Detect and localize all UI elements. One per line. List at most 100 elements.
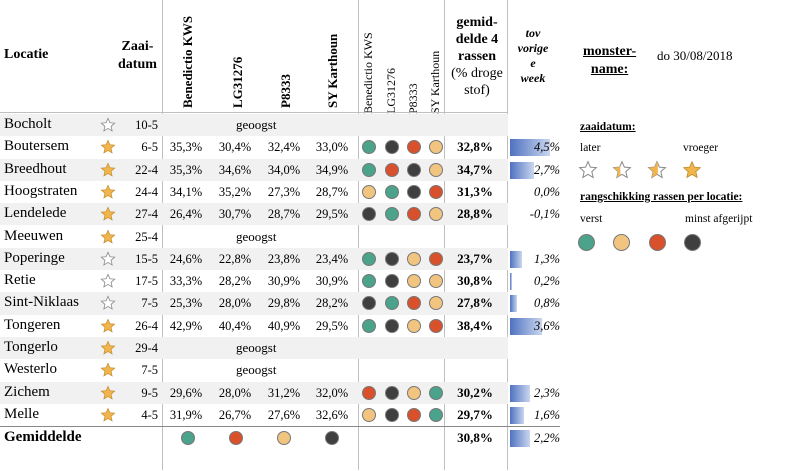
legend-star-quarter-icon — [612, 160, 632, 179]
rank-dot — [362, 162, 376, 177]
row-average: 28,8% — [457, 206, 493, 222]
row-sowing-date: 22-4 — [135, 162, 158, 177]
row-value: 35,3% — [169, 162, 203, 177]
rank-dot — [407, 296, 421, 311]
star-full-icon — [100, 229, 116, 244]
sample-date: do 30/08/2018 — [657, 48, 733, 63]
row-delta: 0,8% — [533, 296, 560, 311]
delta-bar — [510, 250, 522, 268]
grid-line-v3 — [444, 0, 445, 470]
rank-dot — [407, 274, 421, 289]
row-delta: 1,6% — [533, 407, 560, 422]
total-delta: 2,2% — [533, 431, 560, 446]
row-location: Hoogstraten — [4, 182, 78, 199]
row-value: 35,3% — [169, 140, 203, 155]
rank-dot — [429, 296, 443, 311]
row-location: Poperinge — [4, 249, 65, 266]
row-location: Lendelede — [4, 205, 67, 222]
table-row: Tongerlo 29-4 geoogst — [0, 337, 560, 359]
row-sowing-date: 25-4 — [135, 229, 158, 244]
row-harvested: geoogst — [236, 340, 277, 355]
row-sowing-date: 29-4 — [135, 341, 158, 355]
row-value: 32,6% — [315, 407, 349, 422]
row-value: 33,3% — [169, 274, 203, 289]
grid-line-v2 — [358, 0, 359, 470]
table-row: Retie 17-5 33,3% 28,2% 30,9% 30,9% 30,8% 0,2% — [0, 270, 560, 292]
row-value: 29,6% — [169, 385, 203, 400]
header-gemiddelde-line1: gemid- — [456, 15, 498, 30]
delta-bar — [510, 139, 550, 157]
row-location: Tongerlo — [4, 339, 58, 355]
row-average: 29,7% — [457, 406, 493, 422]
row-shade — [0, 203, 508, 226]
total-row: Gemiddelde 30,8% 2,2% — [0, 427, 560, 449]
header-rank-variety-3: P8333 — [406, 83, 420, 114]
row-location: Sint-Niklaas — [4, 294, 79, 311]
row-shade — [0, 337, 508, 360]
row-sowing-date: 26-4 — [135, 318, 158, 333]
legend-dot-red — [649, 234, 666, 251]
row-shade — [0, 381, 508, 404]
legend-dot-yellow — [613, 234, 630, 251]
header-gemiddelde-line3: rassen — [457, 49, 497, 64]
star-full-icon — [100, 340, 116, 355]
row-sowing-date: 4-5 — [141, 407, 158, 422]
row-value: 34,1% — [169, 184, 203, 199]
rank-dot — [407, 207, 421, 222]
row-value: 34,0% — [267, 162, 301, 177]
row-value: 31,9% — [169, 407, 203, 422]
star-full-icon — [100, 362, 116, 377]
table-row: Bocholt 10-5 geoogst — [0, 114, 560, 136]
legend-minst: minst afgerijpt — [685, 213, 753, 225]
rank-dot — [385, 184, 399, 199]
header-gemiddelde-line5: stof) — [464, 83, 490, 98]
rank-dot — [362, 140, 376, 155]
total-rank-dot — [229, 431, 243, 446]
header-gemiddelde-line2: delde 4 — [455, 32, 499, 47]
row-location: Breedhout — [4, 160, 67, 177]
star-full-icon — [100, 206, 116, 221]
row-sowing-date: 27-4 — [135, 207, 158, 222]
header-rank-variety-2: LG31276 — [384, 68, 398, 114]
table-row: Boutersem 6-5 35,3% 30,4% 32,4% 33,0% 32,8% 4,5… — [0, 136, 560, 158]
row-delta: 4,5% — [533, 140, 560, 155]
table-row: Zichem 9-5 29,6% 28,0% 31,2% 32,0% 30,2% 2,3% — [0, 382, 560, 404]
table-row: Westerlo 7-5 geoogst — [0, 359, 560, 381]
row-value: 34,9% — [315, 162, 349, 177]
row-value: 26,4% — [169, 207, 203, 222]
row-value: 26,7% — [218, 407, 252, 422]
row-shade — [0, 158, 508, 181]
row-value: 30,9% — [315, 274, 349, 289]
total-label: Gemiddelde — [4, 429, 82, 446]
row-average: 31,3% — [457, 183, 493, 199]
row-sowing-date: 9-5 — [141, 385, 158, 400]
total-rank-dot — [277, 431, 291, 446]
header-rank-variety-1: Benedictio KWS — [361, 32, 375, 114]
header-tov-line2: vorige — [517, 41, 549, 55]
rank-dot — [407, 184, 421, 199]
header-zaaidatum: Zaai- datum — [118, 38, 157, 74]
row-value: 31,2% — [267, 385, 301, 400]
rank-dot — [429, 140, 443, 155]
legend-zaaidatum-title: zaaidatum: — [580, 121, 636, 133]
legend-dot-dark — [684, 234, 701, 251]
rank-dot — [362, 318, 376, 333]
header-locatie: Locatie — [4, 47, 49, 62]
row-location: Melle — [4, 405, 39, 422]
grid-line-v4 — [507, 0, 508, 470]
row-average: 30,2% — [457, 384, 493, 400]
rank-dot — [407, 140, 421, 155]
grid-line-v1 — [162, 0, 163, 470]
header-variety-3: P8333 — [278, 74, 293, 108]
star-full-icon — [100, 385, 116, 400]
row-value: 29,5% — [315, 318, 349, 333]
legend-later: later — [580, 142, 601, 154]
rank-dot — [429, 407, 443, 422]
rank-dot — [385, 318, 399, 333]
delta-bar — [510, 406, 524, 424]
star-empty-icon — [100, 273, 116, 288]
rank-dot — [407, 318, 421, 333]
table-row: Poperinge 15-5 24,6% 22,8% 23,8% 23,4% 23,7% 1,… — [0, 248, 560, 270]
row-harvested: geoogst — [236, 228, 277, 244]
row-average: 27,8% — [457, 295, 493, 311]
